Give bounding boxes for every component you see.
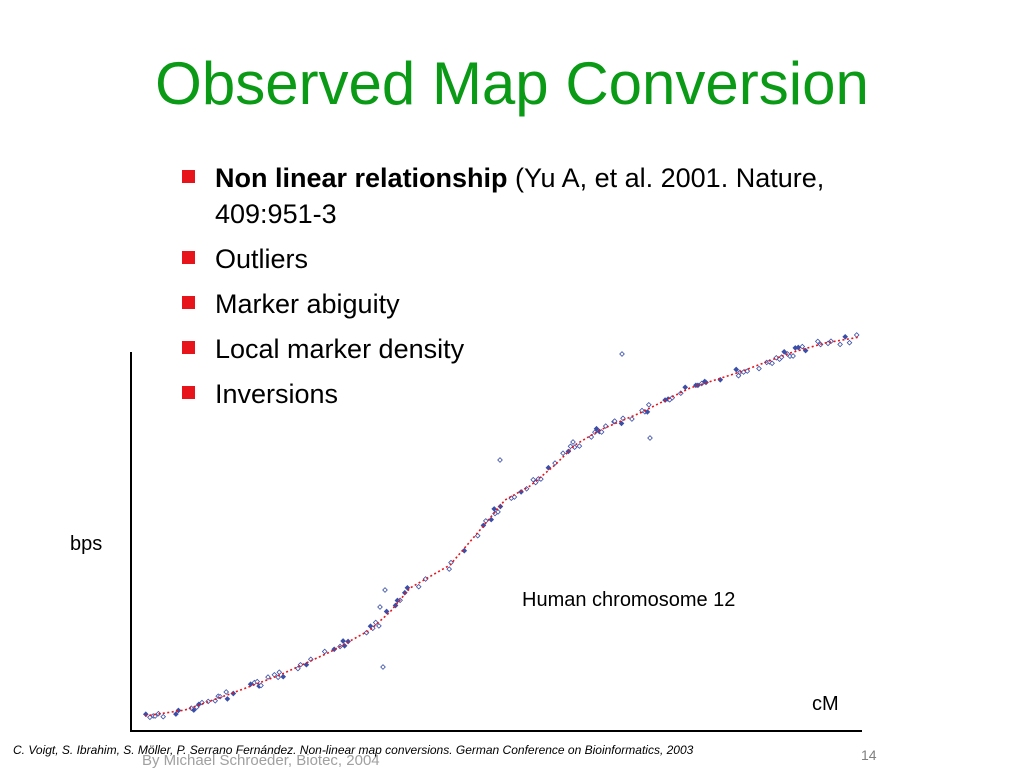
scatter-point: [576, 443, 583, 449]
scatter-point: [618, 420, 625, 427]
outlier-point: [619, 351, 625, 357]
scatter-point: [629, 416, 635, 422]
scatter-point: [781, 348, 788, 355]
scatter-point: [645, 401, 652, 408]
bullet-text: Inversions: [215, 379, 339, 409]
bullet-text: Marker abiguity: [215, 289, 400, 319]
scatter-point: [173, 711, 179, 717]
scatter-point: [733, 366, 740, 373]
bullet-item: Non linear relationship (Yu A, et al. 20…: [180, 160, 860, 232]
scatter-point: [190, 707, 197, 713]
scatter-point: [644, 409, 651, 415]
bullet-text: (Yu A, et al. 2001. Nature, 409:951-3: [215, 163, 825, 229]
scatter-point: [280, 673, 287, 680]
plot-annotation: Human chromosome 12: [522, 589, 736, 611]
scatter-point: [853, 332, 860, 338]
scatter-point: [495, 509, 501, 515]
scatter-point: [593, 425, 600, 432]
square-bullet-icon: [182, 251, 195, 264]
outlier-point: [377, 604, 383, 610]
page-number: 14: [861, 747, 877, 763]
square-bullet-icon: [182, 341, 195, 354]
scatter-point: [295, 665, 301, 672]
scatter-point: [488, 516, 495, 523]
scatter-point: [787, 353, 793, 360]
scatter-point: [265, 674, 271, 680]
scatter-point: [588, 434, 595, 440]
scatter-point: [276, 669, 283, 676]
scatter-points: [142, 332, 860, 721]
scatter-point: [560, 450, 566, 457]
scatter-point: [598, 429, 605, 435]
scatter-point: [532, 479, 539, 486]
x-axis-label: cM: [812, 693, 839, 715]
scatter-point: [795, 344, 802, 351]
scatter-point: [682, 384, 689, 391]
scatter-point: [223, 689, 230, 695]
square-bullet-icon: [182, 170, 195, 183]
outlier-point: [380, 664, 386, 670]
scatter-point: [842, 333, 849, 340]
square-bullet-icon: [182, 386, 195, 399]
scatter-point: [193, 704, 200, 711]
scatter-point: [415, 583, 422, 590]
bullet-list: Non linear relationship (Yu A, et al. 20…: [180, 160, 860, 421]
trend-curve: [144, 336, 861, 717]
scatter-point: [744, 368, 751, 374]
scatter-point: [376, 623, 382, 629]
scatter-point: [552, 460, 558, 466]
scatter-point: [275, 674, 281, 681]
outlier-point: [382, 587, 388, 593]
outlier-point: [570, 439, 576, 445]
scatter-point: [530, 476, 537, 483]
scatter-point: [602, 423, 609, 429]
outlier-point: [497, 457, 503, 463]
scatter-point: [383, 608, 390, 615]
scatter-point: [491, 506, 498, 512]
scatter-point: [461, 547, 468, 554]
bullet-bold-text: Non linear relationship: [215, 163, 508, 193]
scatter-point: [482, 518, 489, 524]
scatter-point: [303, 661, 310, 668]
scatter-point: [790, 353, 796, 359]
scatter-point: [446, 566, 453, 572]
scatter-point: [567, 443, 574, 450]
bullet-item: Local marker density: [180, 331, 860, 367]
outlier-point: [647, 435, 653, 441]
scatter-point: [258, 682, 264, 689]
scatter-point: [321, 648, 328, 655]
scatter-point: [271, 671, 278, 678]
bullet-item: Outliers: [180, 241, 860, 277]
scatter-point: [611, 418, 618, 424]
scatter-point: [142, 711, 149, 718]
scatter-point: [769, 360, 775, 367]
scatter-point: [401, 589, 408, 596]
bullet-item: Marker abiguity: [180, 286, 860, 322]
y-axis-label: bps: [70, 533, 103, 555]
scatter-point: [247, 681, 254, 688]
scatter-point: [571, 444, 578, 451]
bullet-item: Inversions: [180, 376, 860, 412]
bullet-text: Local marker density: [215, 334, 465, 364]
square-bullet-icon: [182, 296, 195, 309]
scatter-point: [160, 713, 167, 720]
scatter-point: [846, 339, 853, 346]
scatter-point: [372, 619, 379, 626]
scatter-point: [224, 696, 231, 702]
footer-author: By Michael Schroeder, Biotec, 2004: [142, 752, 380, 769]
scatter-point: [837, 341, 843, 348]
scatter-point: [756, 365, 762, 372]
scatter-point: [814, 338, 821, 345]
scatter-point: [340, 638, 346, 644]
bullet-text: Outliers: [215, 244, 309, 274]
footer-citation: C. Voigt, S. Ibrahim, S. Möller, P. Serr…: [13, 743, 694, 757]
scatter-point: [799, 343, 806, 350]
slide-title: Observed Map Conversion: [155, 50, 869, 117]
scatter-point: [448, 559, 454, 566]
